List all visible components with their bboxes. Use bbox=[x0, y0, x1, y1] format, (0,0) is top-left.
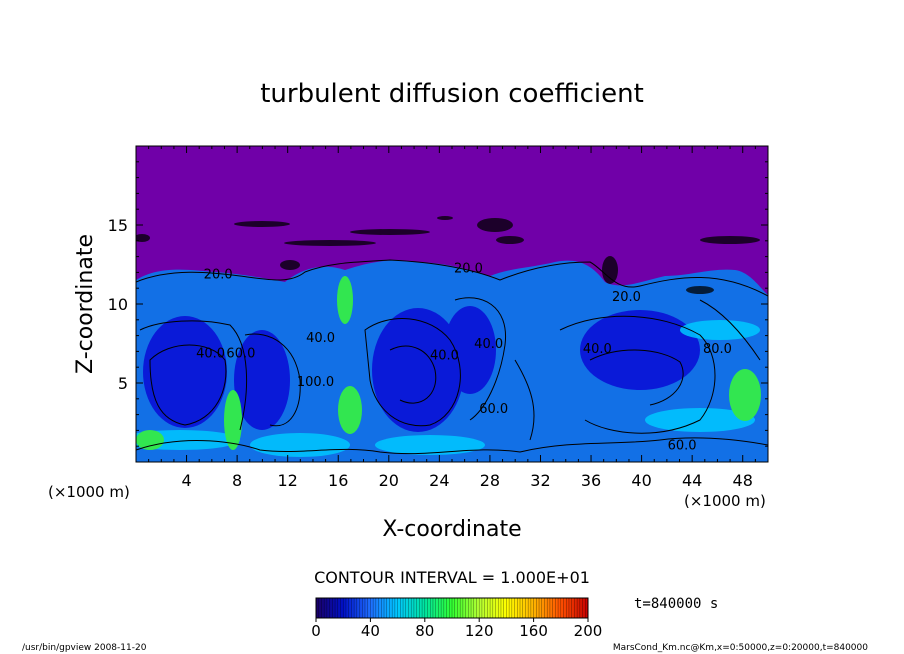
x-tick-label-5: 24 bbox=[429, 471, 449, 490]
y-tick-label-1: 10 bbox=[108, 295, 128, 314]
x-tick-label-4: 20 bbox=[379, 471, 399, 490]
contour-label-3: 40.0 bbox=[306, 331, 335, 346]
x-axis-label: X-coordinate bbox=[382, 517, 521, 542]
colorbar: 0 40 80 120 160 200 bbox=[311, 597, 602, 640]
colorbar-stripes bbox=[318, 598, 586, 618]
contour-label-layer: 20.040.0 60.040.0100.020.040.040.060.020.… bbox=[196, 261, 732, 453]
z-axis-unit-label: (×1000 m) bbox=[48, 483, 130, 501]
colorbar-tick-label-4: 160 bbox=[519, 622, 548, 640]
field-layer: 20.040.0 60.040.0100.020.040.040.060.020.… bbox=[136, 146, 768, 462]
x-axis-unit-label: (×1000 m) bbox=[684, 492, 766, 510]
footer-left: /usr/bin/gpview 2008-11-20 bbox=[22, 643, 147, 653]
contour-lines bbox=[136, 259, 768, 455]
contour-label-8: 60.0 bbox=[479, 402, 508, 417]
x-tick-label-0: 4 bbox=[181, 471, 191, 490]
plot-area: 20.040.0 60.040.0100.020.040.040.060.020.… bbox=[108, 145, 769, 490]
x-tick-label-1: 8 bbox=[232, 471, 242, 490]
colorbar-tick-label-5: 200 bbox=[574, 622, 603, 640]
chart-title: turbulent diffusion coefficient bbox=[260, 79, 644, 109]
contour-label-0: 20.0 bbox=[204, 268, 233, 283]
x-tick-label-9: 40 bbox=[631, 471, 651, 490]
colorbar-tick-label-0: 0 bbox=[311, 622, 321, 640]
contour-label-9: 20.0 bbox=[612, 290, 641, 305]
vortex-cores bbox=[143, 306, 700, 432]
x-tick-label-10: 44 bbox=[682, 471, 702, 490]
x-tick-label-2: 12 bbox=[278, 471, 298, 490]
contour-label-10: 40.0 bbox=[583, 342, 612, 357]
contour-label-5: 20.0 bbox=[454, 261, 483, 276]
contour-interval-label: CONTOUR INTERVAL = 1.000E+01 bbox=[314, 568, 590, 587]
contour-label-11: 60.0 bbox=[668, 438, 697, 453]
y-tick-label-0: 5 bbox=[118, 374, 128, 393]
contour-label-6: 40.0 bbox=[430, 348, 459, 363]
contour-label-7: 40.0 bbox=[474, 337, 503, 352]
x-tick-label-8: 36 bbox=[581, 471, 601, 490]
colorbar-ticks: 0 40 80 120 160 200 bbox=[311, 618, 602, 640]
x-tick-label-11: 48 bbox=[733, 471, 753, 490]
footer-right: MarsCond_Km.nc@Km,x=0:50000,z=0:20000,t=… bbox=[613, 643, 868, 653]
x-tick-label-7: 32 bbox=[530, 471, 550, 490]
contour-label-12: 80.0 bbox=[703, 342, 732, 357]
filament-blobs bbox=[136, 216, 760, 294]
contour-label-2: 60.0 bbox=[226, 347, 255, 362]
x-tick-label-6: 28 bbox=[480, 471, 500, 490]
colorbar-tick-label-1: 40 bbox=[361, 622, 380, 640]
green-patches bbox=[136, 276, 761, 450]
contour-label-1: 40.0 bbox=[196, 347, 225, 362]
colorbar-tick-label-3: 120 bbox=[465, 622, 494, 640]
time-label: t=840000 s bbox=[634, 596, 718, 612]
y-axis-label: Z-coordinate bbox=[73, 234, 98, 374]
y-tick-label-2: 15 bbox=[108, 216, 128, 235]
contour-label-4: 100.0 bbox=[297, 375, 334, 390]
colorbar-tick-label-2: 80 bbox=[415, 622, 434, 640]
colorbar-frame bbox=[315, 597, 589, 619]
x-tick-label-3: 16 bbox=[328, 471, 348, 490]
